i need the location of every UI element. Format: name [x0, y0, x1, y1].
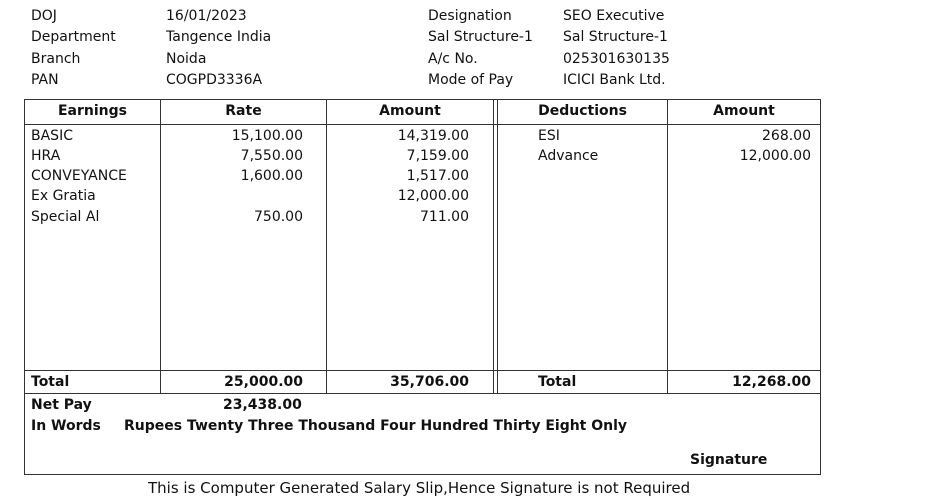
designation-label: Designation [428, 8, 512, 24]
total-top-divider [24, 370, 821, 371]
earning-amount: 7,159.00 [406, 148, 469, 164]
earning-rate: 15,100.00 [231, 128, 303, 144]
earning-amount: 12,000.00 [397, 188, 469, 204]
column-divider [493, 99, 494, 394]
net-pay-label: Net Pay [31, 397, 92, 413]
earning-amount: 14,319.00 [397, 128, 469, 144]
column-divider [326, 99, 327, 394]
deductions-header: Deductions [538, 103, 627, 119]
account-number-value: 025301630135 [563, 51, 670, 67]
branch-value: Noida [166, 51, 207, 67]
deduction-name: ESI [538, 128, 560, 144]
salary-slip-table [24, 99, 821, 475]
column-divider [497, 99, 498, 394]
deduction-name: Advance [538, 148, 599, 164]
pan-value: COGPD3336A [166, 72, 263, 88]
deductions-total-label: Total [538, 374, 577, 390]
earnings-header: Earnings [57, 103, 127, 119]
earning-amount: 711.00 [420, 209, 469, 225]
earnings-total-label: Total [31, 374, 70, 390]
branch-label: Branch [31, 51, 81, 67]
net-pay-value: 23,438.00 [223, 397, 302, 413]
sal-structure-label: Sal Structure-1 [428, 29, 533, 45]
deduction-amount-header: Amount [713, 103, 775, 119]
earning-rate [161, 186, 303, 206]
deductions-total: 12,268.00 [732, 374, 811, 390]
rate-header: Rate [225, 103, 262, 119]
sal-structure-value: Sal Structure-1 [563, 29, 668, 45]
in-words-value: Rupees Twenty Three Thousand Four Hundre… [124, 418, 628, 434]
in-words-label: In Words [31, 418, 101, 434]
total-bottom-divider [24, 393, 821, 394]
department-label: Department [31, 29, 116, 45]
doj-value: 16/01/2023 [166, 8, 247, 24]
column-divider [667, 99, 668, 394]
signature-label: Signature [690, 452, 768, 468]
rate-total: 25,000.00 [224, 374, 303, 390]
earning-rate: 1,600.00 [240, 168, 303, 184]
footer-note: This is Computer Generated Salary Slip,H… [148, 479, 691, 497]
amount-total: 35,706.00 [390, 374, 469, 390]
earning-rate: 7,550.00 [240, 148, 303, 164]
department-value: Tangence India [166, 29, 272, 45]
earning-rate: 750.00 [254, 209, 303, 225]
earning-name: Ex Gratia [31, 188, 96, 204]
mode-of-pay-label: Mode of Pay [428, 72, 514, 88]
earning-amount: 1,517.00 [406, 168, 469, 184]
amount-header: Amount [379, 103, 441, 119]
header-divider [24, 124, 821, 125]
earning-name: BASIC [31, 128, 73, 144]
account-number-label: A/c No. [428, 51, 478, 67]
earning-name: Special Al [31, 209, 100, 225]
designation-value: SEO Executive [563, 8, 665, 24]
column-divider [160, 99, 161, 394]
pan-label: PAN [31, 72, 59, 88]
deduction-amount: 268.00 [762, 128, 811, 144]
doj-label: DOJ [31, 8, 57, 24]
deduction-amount: 12,000.00 [739, 148, 811, 164]
mode-of-pay-value: ICICI Bank Ltd. [563, 72, 666, 88]
earning-name: HRA [31, 148, 61, 164]
earning-name: CONVEYANCE [31, 168, 127, 184]
